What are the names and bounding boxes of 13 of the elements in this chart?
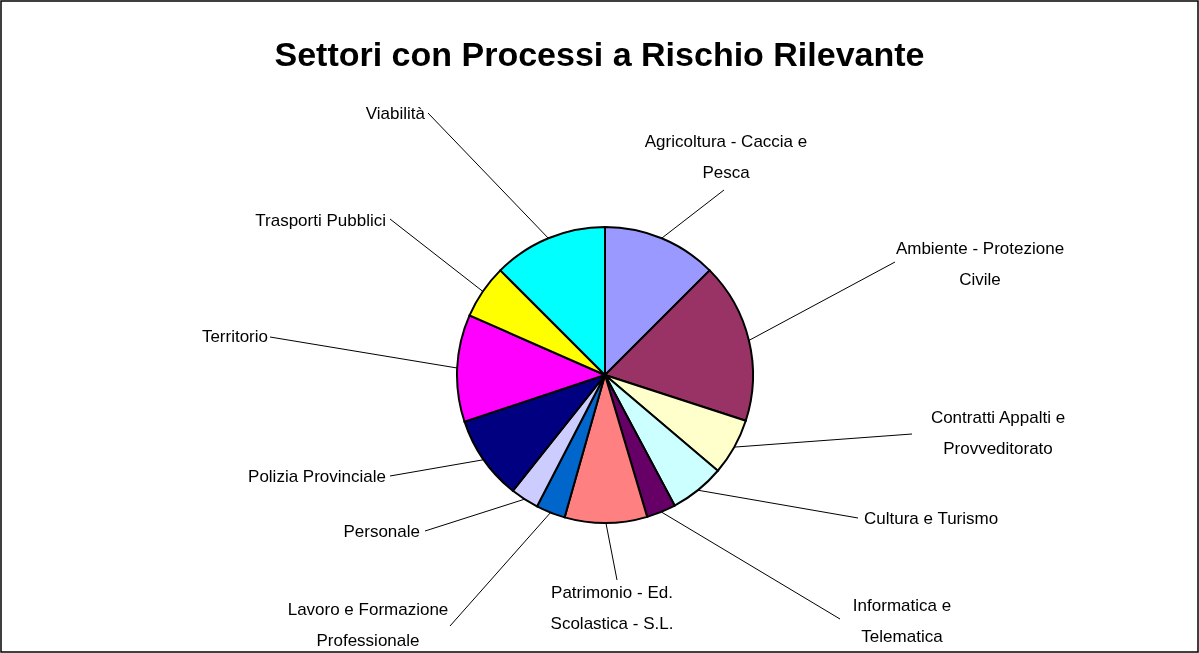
slice-label: Patrimonio - Ed. Scolastica - S.L.: [550, 583, 674, 633]
slice-label: Ambiente - Protezione Civile: [895, 239, 1065, 289]
slice-label: Informatica e Telematica: [852, 596, 952, 646]
slice-label: Personale: [343, 522, 420, 541]
slice-label: Polizia Provinciale: [248, 467, 386, 486]
slice-label: Cultura e Turismo: [864, 509, 999, 528]
slice-label: Territorio: [201, 327, 268, 346]
chart-title: Settori con Processi a Rischio Rilevante: [274, 35, 925, 73]
slice-label: Agricoltura - Caccia e Pesca: [644, 132, 808, 182]
slice-label: Viabilità: [365, 104, 426, 123]
slice-label: Contratti Appalti e Provveditorato: [930, 408, 1066, 458]
slice-label: Trasporti Pubblici: [255, 211, 386, 230]
slice-label: Lavoro e Formazione Professionale: [287, 600, 449, 650]
